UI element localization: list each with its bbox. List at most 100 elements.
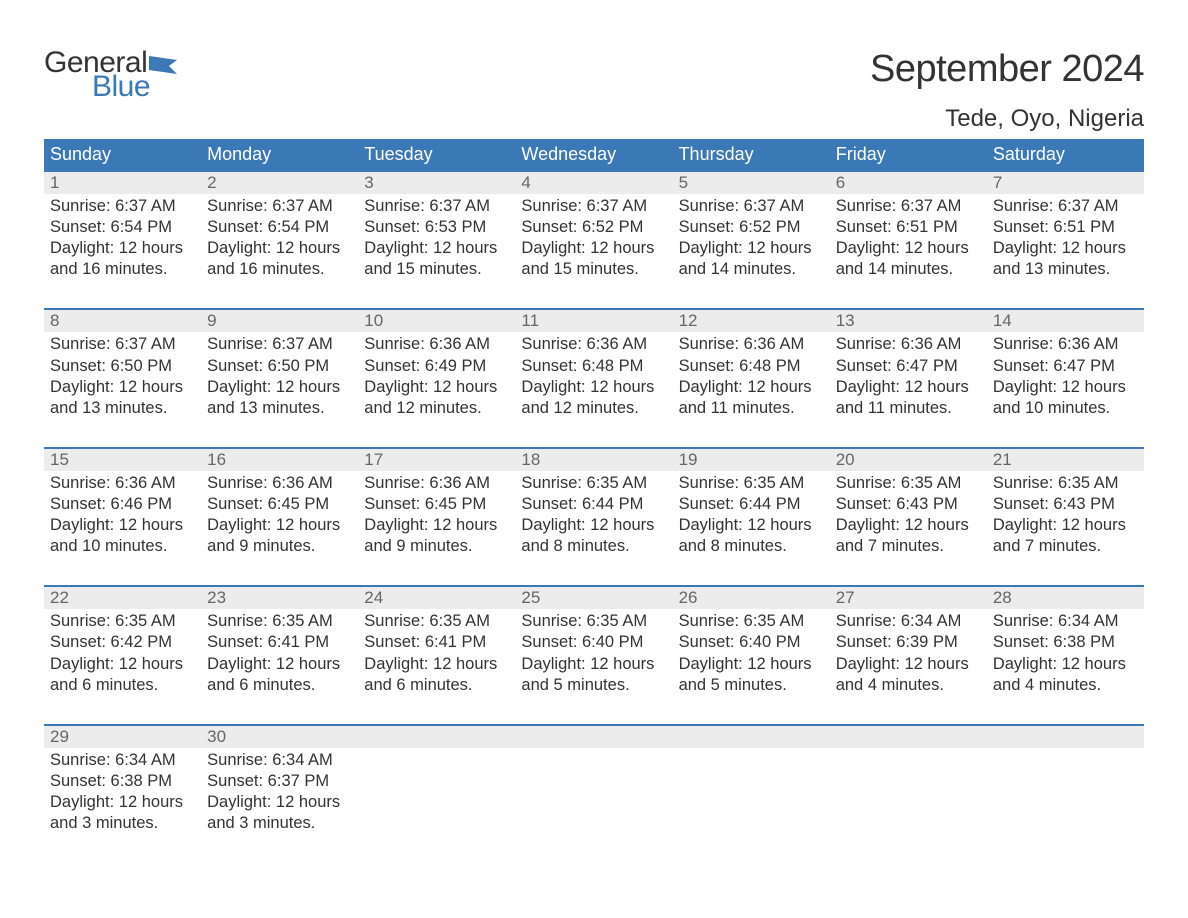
daylight-line-2: and 13 minutes. [207,398,352,419]
sunrise-line: Sunrise: 6:37 AM [50,196,195,217]
day-number: 26 [673,587,830,609]
calendar-day-cell: 2Sunrise: 6:37 AMSunset: 6:54 PMDaylight… [201,171,358,309]
day-number: 11 [515,310,672,332]
calendar-day-cell: 29Sunrise: 6:34 AMSunset: 6:38 PMDayligh… [44,725,201,862]
daylight-line-1: Daylight: 12 hours [207,377,352,398]
daylight-line-1: Daylight: 12 hours [679,377,824,398]
sunset-line: Sunset: 6:51 PM [993,217,1138,238]
daylight-line-1: Daylight: 12 hours [207,515,352,536]
day-number [987,726,1144,748]
daylight-line-1: Daylight: 12 hours [836,654,981,675]
day-number [358,726,515,748]
day-number: 28 [987,587,1144,609]
daylight-line-1: Daylight: 12 hours [679,515,824,536]
daylight-line-2: and 11 minutes. [679,398,824,419]
daylight-line-1: Daylight: 12 hours [521,377,666,398]
day-content: Sunrise: 6:36 AMSunset: 6:47 PMDaylight:… [987,332,1144,446]
calendar-day-cell: 3Sunrise: 6:37 AMSunset: 6:53 PMDaylight… [358,171,515,309]
calendar-table: Sunday Monday Tuesday Wednesday Thursday… [44,139,1144,862]
daylight-line-2: and 8 minutes. [521,536,666,557]
day-content: Sunrise: 6:34 AMSunset: 6:38 PMDaylight:… [44,748,201,862]
calendar-day-cell [515,725,672,862]
daylight-line-1: Daylight: 12 hours [836,377,981,398]
sunset-line: Sunset: 6:44 PM [521,494,666,515]
daylight-line-2: and 4 minutes. [836,675,981,696]
day-number: 27 [830,587,987,609]
daylight-line-2: and 16 minutes. [207,259,352,280]
day-content: Sunrise: 6:35 AMSunset: 6:44 PMDaylight:… [515,471,672,585]
day-number: 2 [201,172,358,194]
brand-logo: General Blue [44,48,177,102]
sunset-line: Sunset: 6:38 PM [50,771,195,792]
daylight-line-1: Daylight: 12 hours [50,238,195,259]
sunset-line: Sunset: 6:54 PM [207,217,352,238]
daylight-line-1: Daylight: 12 hours [993,515,1138,536]
daylight-line-1: Daylight: 12 hours [50,792,195,813]
calendar-day-cell: 9Sunrise: 6:37 AMSunset: 6:50 PMDaylight… [201,309,358,447]
calendar-day-cell: 5Sunrise: 6:37 AMSunset: 6:52 PMDaylight… [673,171,830,309]
sunset-line: Sunset: 6:51 PM [836,217,981,238]
day-content: Sunrise: 6:34 AMSunset: 6:39 PMDaylight:… [830,609,987,723]
sunset-line: Sunset: 6:42 PM [50,632,195,653]
day-content [830,748,987,808]
calendar-day-cell: 27Sunrise: 6:34 AMSunset: 6:39 PMDayligh… [830,586,987,724]
day-content: Sunrise: 6:35 AMSunset: 6:40 PMDaylight:… [515,609,672,723]
sunset-line: Sunset: 6:44 PM [679,494,824,515]
title-block: September 2024 Tede, Oyo, Nigeria [870,48,1144,133]
day-number: 19 [673,449,830,471]
sunrise-line: Sunrise: 6:34 AM [993,611,1138,632]
sunset-line: Sunset: 6:45 PM [207,494,352,515]
day-number: 7 [987,172,1144,194]
sunrise-line: Sunrise: 6:36 AM [836,334,981,355]
daylight-line-2: and 6 minutes. [364,675,509,696]
calendar-day-cell: 4Sunrise: 6:37 AMSunset: 6:52 PMDaylight… [515,171,672,309]
daylight-line-2: and 6 minutes. [50,675,195,696]
day-content: Sunrise: 6:36 AMSunset: 6:46 PMDaylight:… [44,471,201,585]
daylight-line-1: Daylight: 12 hours [679,238,824,259]
daylight-line-1: Daylight: 12 hours [207,654,352,675]
sunrise-line: Sunrise: 6:35 AM [364,611,509,632]
sunrise-line: Sunrise: 6:36 AM [50,473,195,494]
calendar-day-cell: 19Sunrise: 6:35 AMSunset: 6:44 PMDayligh… [673,448,830,586]
day-number: 20 [830,449,987,471]
day-number: 21 [987,449,1144,471]
day-content: Sunrise: 6:37 AMSunset: 6:51 PMDaylight:… [987,194,1144,308]
daylight-line-1: Daylight: 12 hours [207,238,352,259]
weekday-header: Sunday [44,139,201,171]
day-content: Sunrise: 6:34 AMSunset: 6:38 PMDaylight:… [987,609,1144,723]
header-row: General Blue September 2024 Tede, Oyo, N… [44,48,1144,133]
day-content: Sunrise: 6:37 AMSunset: 6:50 PMDaylight:… [44,332,201,446]
day-content: Sunrise: 6:37 AMSunset: 6:51 PMDaylight:… [830,194,987,308]
daylight-line-1: Daylight: 12 hours [993,654,1138,675]
day-content: Sunrise: 6:35 AMSunset: 6:41 PMDaylight:… [201,609,358,723]
weekday-header: Thursday [673,139,830,171]
day-content: Sunrise: 6:36 AMSunset: 6:47 PMDaylight:… [830,332,987,446]
sunrise-line: Sunrise: 6:37 AM [993,196,1138,217]
sunrise-line: Sunrise: 6:35 AM [207,611,352,632]
day-content: Sunrise: 6:36 AMSunset: 6:45 PMDaylight:… [358,471,515,585]
calendar-day-cell: 21Sunrise: 6:35 AMSunset: 6:43 PMDayligh… [987,448,1144,586]
sunset-line: Sunset: 6:43 PM [836,494,981,515]
calendar-day-cell [987,725,1144,862]
calendar-day-cell: 10Sunrise: 6:36 AMSunset: 6:49 PMDayligh… [358,309,515,447]
daylight-line-2: and 14 minutes. [836,259,981,280]
day-content: Sunrise: 6:35 AMSunset: 6:43 PMDaylight:… [830,471,987,585]
daylight-line-1: Daylight: 12 hours [50,377,195,398]
sunrise-line: Sunrise: 6:35 AM [993,473,1138,494]
calendar-week-row: 22Sunrise: 6:35 AMSunset: 6:42 PMDayligh… [44,586,1144,724]
day-content [673,748,830,808]
sunset-line: Sunset: 6:37 PM [207,771,352,792]
day-content [987,748,1144,808]
day-number: 6 [830,172,987,194]
daylight-line-2: and 5 minutes. [679,675,824,696]
day-content: Sunrise: 6:37 AMSunset: 6:52 PMDaylight:… [673,194,830,308]
daylight-line-2: and 6 minutes. [207,675,352,696]
sunrise-line: Sunrise: 6:37 AM [521,196,666,217]
sunrise-line: Sunrise: 6:36 AM [364,334,509,355]
daylight-line-1: Daylight: 12 hours [521,515,666,536]
day-number [830,726,987,748]
daylight-line-1: Daylight: 12 hours [207,792,352,813]
calendar-week-row: 29Sunrise: 6:34 AMSunset: 6:38 PMDayligh… [44,725,1144,862]
sunrise-line: Sunrise: 6:34 AM [207,750,352,771]
weekday-header-row: Sunday Monday Tuesday Wednesday Thursday… [44,139,1144,171]
